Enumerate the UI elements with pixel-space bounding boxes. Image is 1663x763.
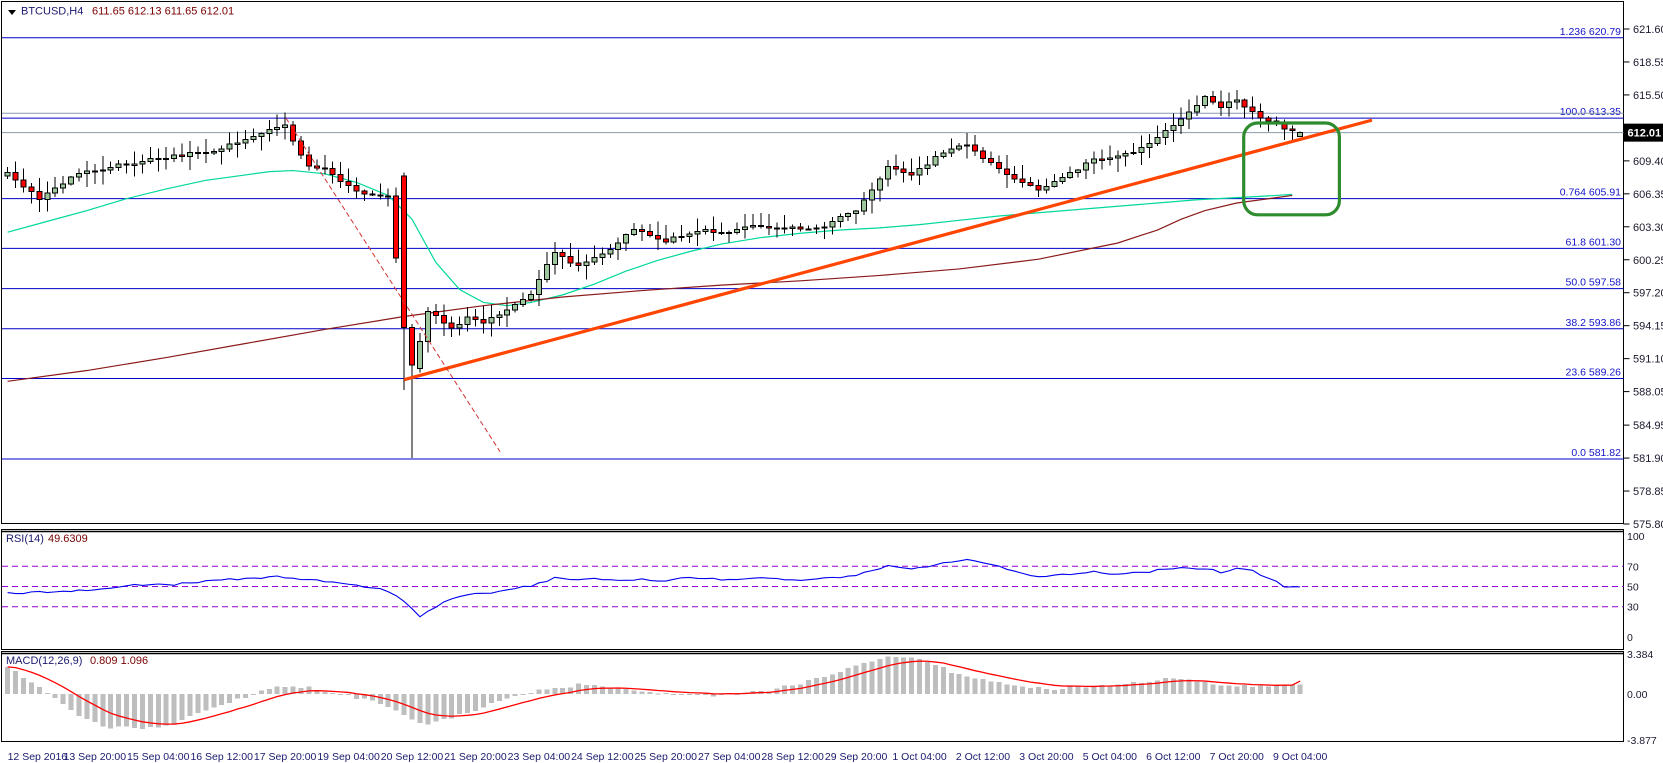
- svg-text:603.30: 603.30: [1633, 222, 1663, 234]
- svg-text:-3.877: -3.877: [1627, 735, 1657, 747]
- svg-text:RSI(14): RSI(14): [6, 533, 44, 545]
- svg-text:7 Oct 20:00: 7 Oct 20:00: [1210, 751, 1264, 763]
- svg-text:584.95: 584.95: [1633, 420, 1663, 432]
- svg-text:50.0 597.58: 50.0 597.58: [1566, 277, 1622, 289]
- svg-text:20 Sep 12:00: 20 Sep 12:00: [381, 751, 444, 763]
- svg-text:16 Sep 12:00: 16 Sep 12:00: [190, 751, 253, 763]
- svg-text:578.85: 578.85: [1633, 486, 1663, 498]
- svg-text:1.236 620.79: 1.236 620.79: [1560, 26, 1621, 38]
- svg-text:70: 70: [1627, 561, 1639, 573]
- svg-text:27 Sep 04:00: 27 Sep 04:00: [698, 751, 761, 763]
- svg-text:25 Sep 20:00: 25 Sep 20:00: [635, 751, 698, 763]
- svg-text:50: 50: [1627, 582, 1639, 594]
- svg-text:3.384: 3.384: [1627, 649, 1653, 661]
- svg-text:0: 0: [1627, 632, 1633, 644]
- svg-text:594.15: 594.15: [1633, 321, 1663, 333]
- svg-text:1 Oct 04:00: 1 Oct 04:00: [892, 751, 946, 763]
- svg-text:23.6 589.26: 23.6 589.26: [1566, 367, 1622, 379]
- svg-text:23 Sep 04:00: 23 Sep 04:00: [508, 751, 571, 763]
- svg-text:609.40: 609.40: [1633, 156, 1663, 168]
- svg-text:611.65 612.13 611.65 612.01: 611.65 612.13 611.65 612.01: [92, 6, 234, 18]
- svg-text:49.6309: 49.6309: [48, 533, 88, 545]
- svg-text:17 Sep 20:00: 17 Sep 20:00: [254, 751, 317, 763]
- svg-text:0.00: 0.00: [1627, 689, 1648, 701]
- svg-text:2 Oct 12:00: 2 Oct 12:00: [956, 751, 1010, 763]
- svg-text:MACD(12,26,9): MACD(12,26,9): [6, 655, 82, 667]
- svg-text:15 Sep 04:00: 15 Sep 04:00: [127, 751, 190, 763]
- svg-text:606.35: 606.35: [1633, 189, 1663, 201]
- svg-text:588.05: 588.05: [1633, 387, 1663, 399]
- svg-text:575.80: 575.80: [1633, 519, 1663, 531]
- svg-text:100.0 613.35: 100.0 613.35: [1560, 106, 1621, 118]
- svg-text:30: 30: [1627, 602, 1639, 614]
- svg-text:6 Oct 12:00: 6 Oct 12:00: [1146, 751, 1200, 763]
- svg-text:600.25: 600.25: [1633, 255, 1663, 267]
- svg-text:5 Oct 04:00: 5 Oct 04:00: [1083, 751, 1137, 763]
- svg-text:12 Sep 2016: 12 Sep 2016: [8, 751, 68, 763]
- svg-text:3 Oct 20:00: 3 Oct 20:00: [1019, 751, 1073, 763]
- svg-text:0.809 1.096: 0.809 1.096: [90, 655, 148, 667]
- svg-text:BTCUSD,H4: BTCUSD,H4: [21, 6, 83, 18]
- svg-text:0.764 605.91: 0.764 605.91: [1560, 187, 1621, 199]
- svg-text:618.55: 618.55: [1633, 57, 1663, 69]
- svg-text:19 Sep 04:00: 19 Sep 04:00: [317, 751, 380, 763]
- svg-text:591.10: 591.10: [1633, 354, 1663, 366]
- svg-text:38.2 593.86: 38.2 593.86: [1566, 317, 1622, 329]
- svg-text:581.90: 581.90: [1633, 453, 1663, 465]
- svg-text:28 Sep 12:00: 28 Sep 12:00: [761, 751, 824, 763]
- svg-text:24 Sep 12:00: 24 Sep 12:00: [571, 751, 634, 763]
- svg-text:100: 100: [1627, 531, 1645, 543]
- svg-text:612.01: 612.01: [1628, 128, 1662, 140]
- svg-text:9 Oct 04:00: 9 Oct 04:00: [1273, 751, 1327, 763]
- svg-text:621.60: 621.60: [1633, 24, 1663, 36]
- svg-text:29 Sep 20:00: 29 Sep 20:00: [825, 751, 888, 763]
- svg-text:61.8 601.30: 61.8 601.30: [1566, 236, 1622, 248]
- svg-text:0.0 581.82: 0.0 581.82: [1571, 447, 1621, 459]
- svg-text:13 Sep 20:00: 13 Sep 20:00: [64, 751, 127, 763]
- svg-text:597.20: 597.20: [1633, 288, 1663, 300]
- svg-text:615.50: 615.50: [1633, 90, 1663, 102]
- svg-text:21 Sep 20:00: 21 Sep 20:00: [444, 751, 507, 763]
